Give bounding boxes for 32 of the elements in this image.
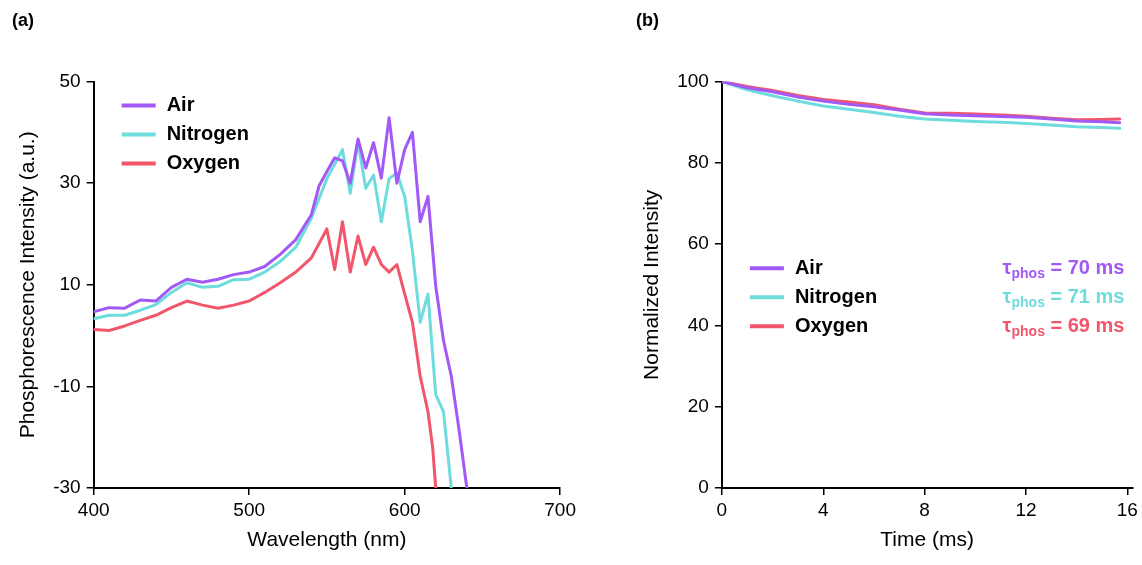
y-tick-label: -30 bbox=[53, 476, 81, 498]
y-axis-title: Phosphorescence Intensity (a.u.) bbox=[15, 131, 39, 439]
chart-title: (b) bbox=[636, 9, 659, 30]
y-tick-label: 20 bbox=[687, 394, 709, 416]
y-tick-label: -10 bbox=[53, 374, 81, 396]
legend-label: Nitrogen bbox=[794, 284, 878, 307]
legend-label: Oxygen bbox=[166, 151, 241, 174]
x-tick-label: 12 bbox=[1015, 498, 1037, 520]
y-tick-label: 30 bbox=[59, 171, 81, 193]
y-tick-label: 80 bbox=[687, 151, 709, 173]
x-axis-title: Wavelength (nm) bbox=[247, 527, 407, 551]
legend-label: Oxygen bbox=[794, 313, 869, 336]
legend-label: Nitrogen bbox=[166, 122, 249, 145]
y-tick-label: 0 bbox=[698, 476, 709, 498]
y-tick-label: 50 bbox=[59, 69, 81, 91]
x-tick-label: 4 bbox=[817, 498, 829, 520]
x-axis-title: Time (ms) bbox=[880, 527, 975, 551]
x-tick-label: 0 bbox=[716, 498, 728, 520]
chart-title: (a) bbox=[12, 9, 34, 30]
x-tick-label: 16 bbox=[1116, 498, 1138, 520]
y-tick-label: 60 bbox=[687, 232, 709, 254]
y-axis-title: Normalized Intensity bbox=[639, 189, 663, 380]
y-tick-label: 40 bbox=[687, 313, 709, 335]
x-tick-label: 8 bbox=[919, 498, 930, 520]
y-tick-label: 100 bbox=[677, 69, 709, 91]
x-tick-label: 600 bbox=[388, 498, 421, 520]
x-tick-label: 400 bbox=[77, 498, 110, 520]
y-tick-label: 10 bbox=[59, 273, 81, 295]
legend-label: Air bbox=[166, 93, 195, 116]
x-tick-label: 500 bbox=[233, 498, 266, 520]
x-tick-label: 700 bbox=[544, 498, 576, 520]
legend-label: Air bbox=[794, 255, 823, 278]
